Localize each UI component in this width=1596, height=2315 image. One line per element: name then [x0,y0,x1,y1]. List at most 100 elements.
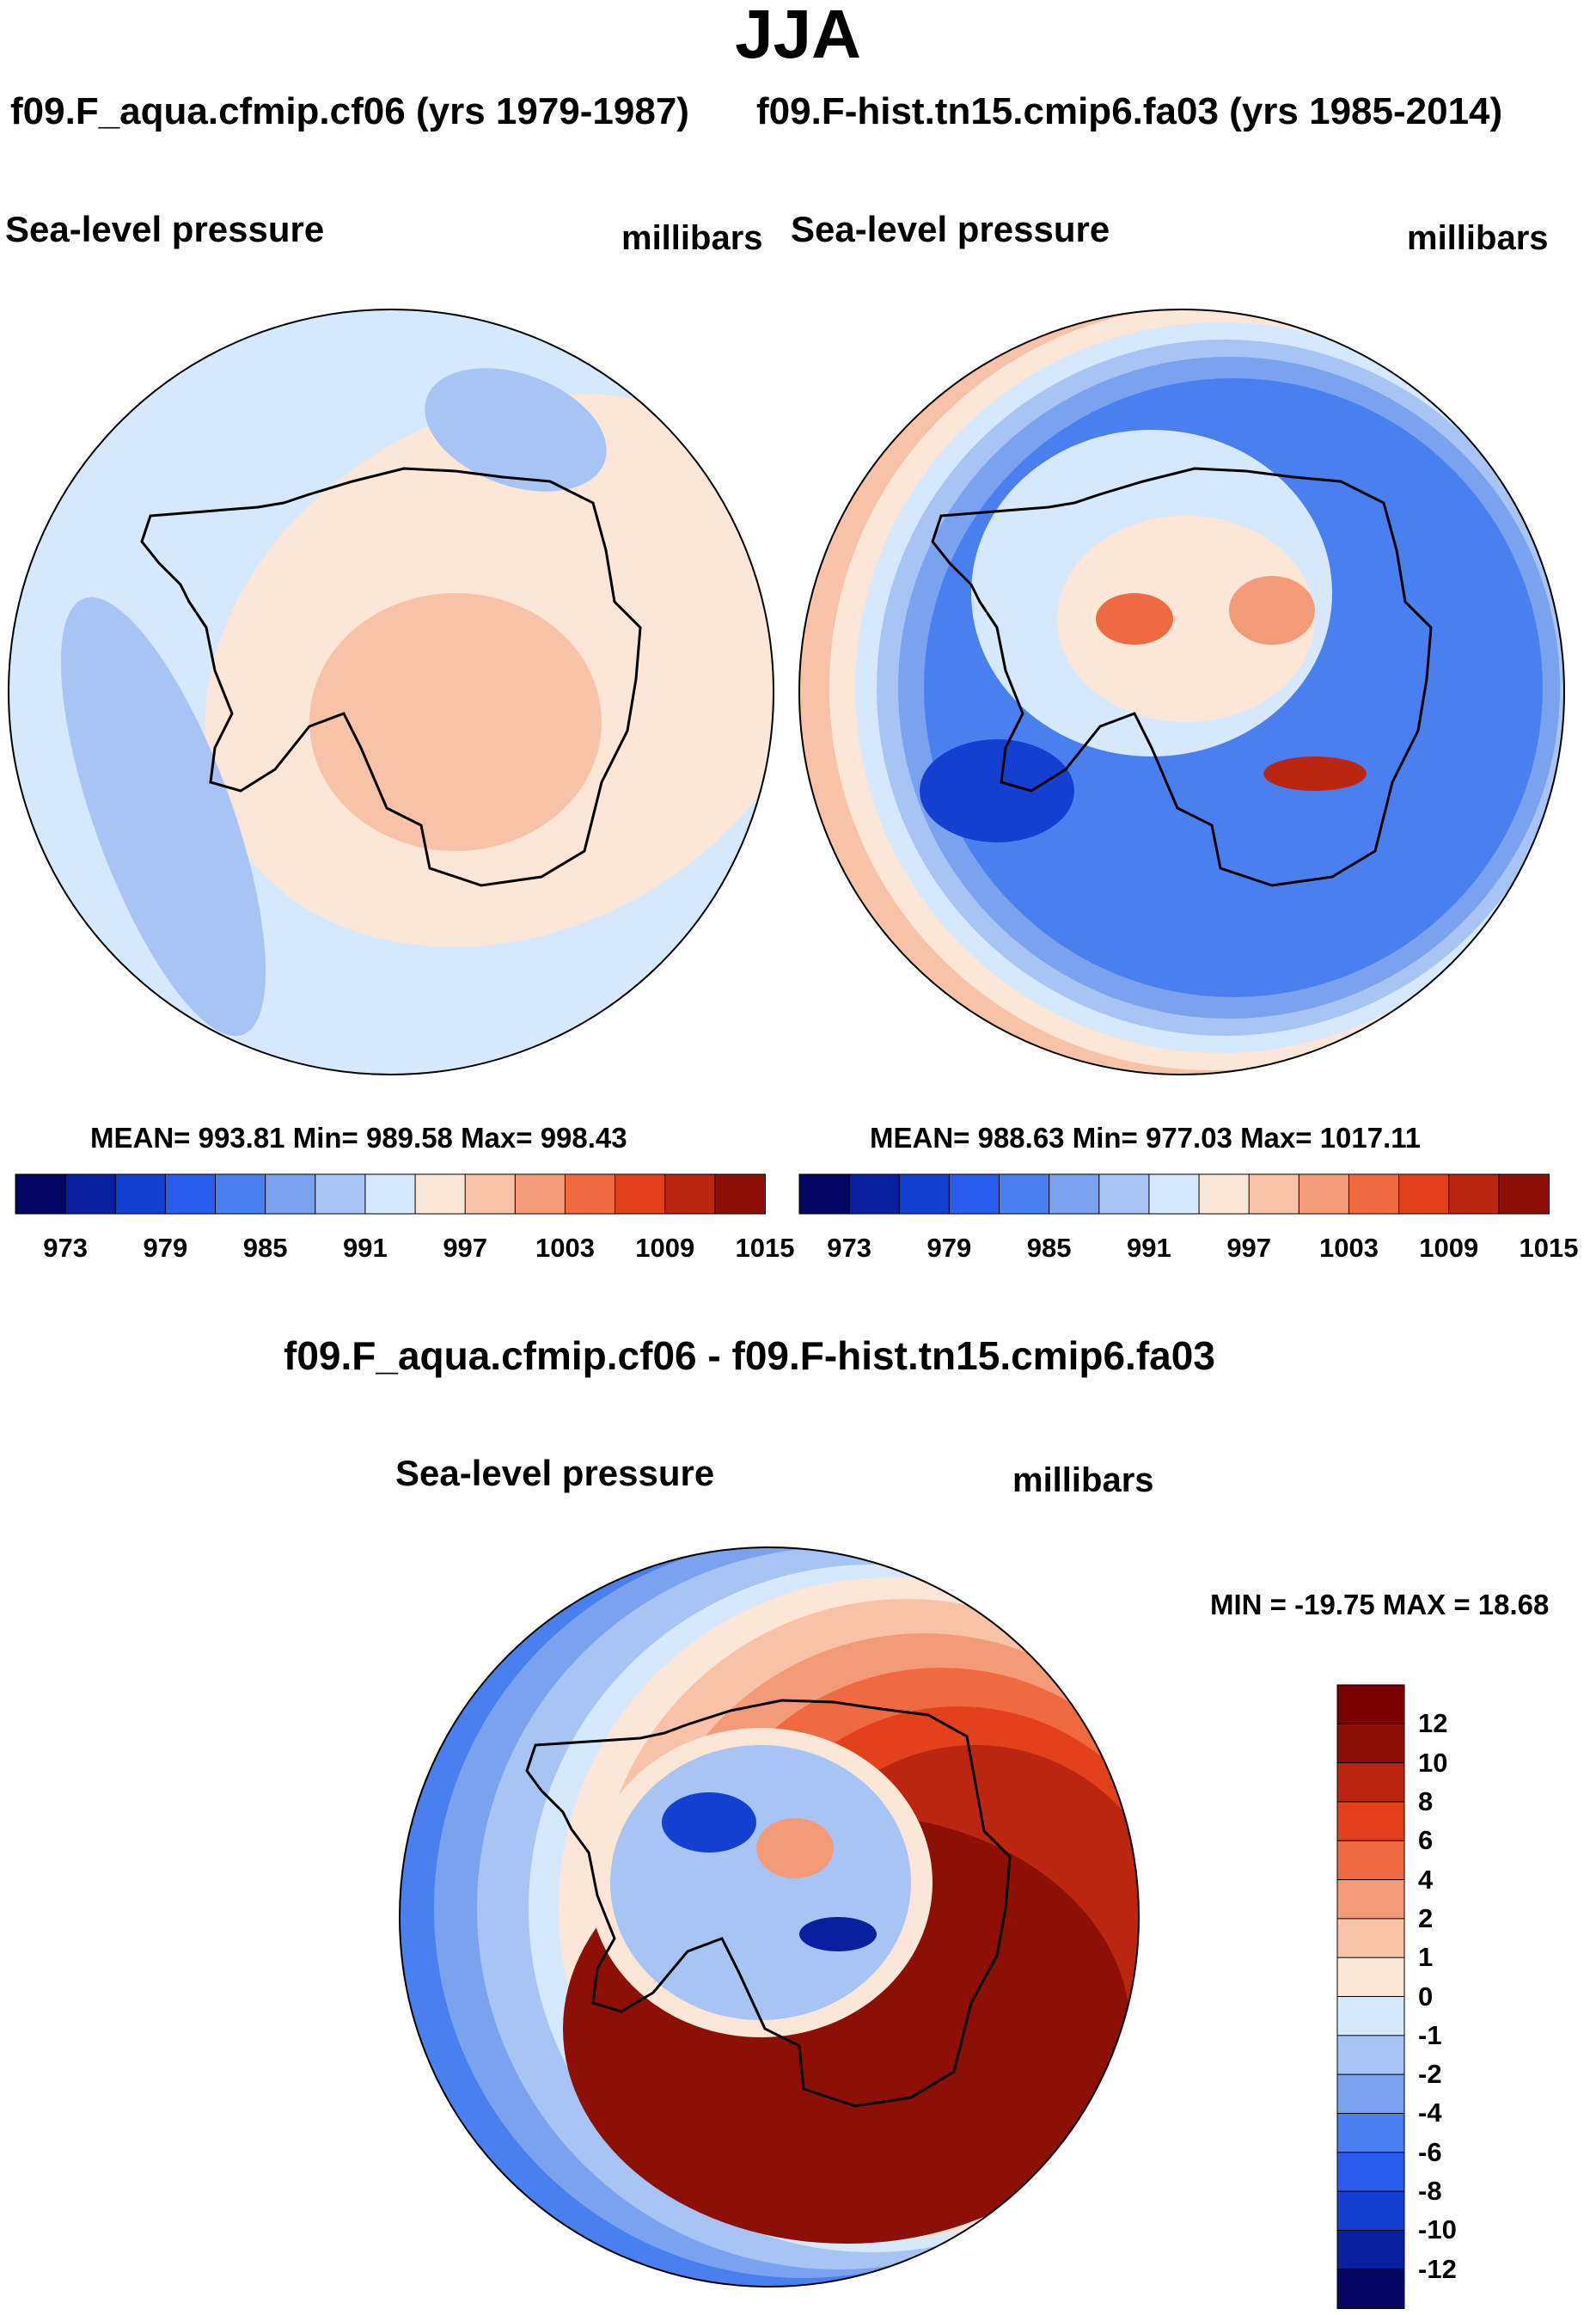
diff-minmax: MIN = -19.75 MAX = 18.68 [1210,1589,1550,1620]
colorbar-swatch [15,1173,67,1215]
colorbar-tick-label: 1015 [735,1233,795,1263]
colorbar-swatch [848,1173,901,1215]
diff-colorbar-swatch [1336,1762,1405,1803]
colorbar-tick-label: 1009 [1419,1233,1479,1263]
diff-colorbar-tick-label: 1 [1418,1942,1434,1973]
colorbar-swatch [999,1173,1050,1215]
diff-colorbar-tick-label: -8 [1418,2176,1442,2207]
diff-colorbar-tick-label: -2 [1418,2059,1442,2090]
diff-colorbar-tick-label: -6 [1418,2136,1442,2167]
colorbar-swatch [1448,1173,1500,1215]
diff-colorbar-swatch [1336,1879,1405,1920]
panel1-colorbar [15,1173,766,1215]
colorbar-swatch [1348,1173,1400,1215]
colorbar-swatch [615,1173,666,1215]
colorbar-swatch [1098,1173,1150,1215]
colorbar-swatch [664,1173,716,1215]
diff-colorbar-swatch [1336,2269,1405,2310]
diff-map-border [399,1546,1140,2287]
panel1-low-2 [60,597,266,1037]
diff-colorbar-tick-label: 0 [1418,1981,1434,2012]
diff-colorbar-tick-label: 2 [1418,1902,1434,1933]
diff-colorbar-swatch [1336,2073,1405,2115]
colorbar-tick-label: 991 [343,1233,388,1263]
colorbar-swatch [514,1173,566,1215]
colorbar-swatch [64,1173,117,1215]
diff-antarctica-coastline [525,1699,1012,2108]
colorbar-tick-label: 997 [1226,1233,1272,1263]
colorbar-tick-label: 1015 [1519,1233,1579,1263]
colorbar-swatch [414,1173,467,1215]
panel2-continent-ring [1057,516,1315,722]
colorbar-tick-label: 973 [827,1233,871,1263]
colorbar-swatch [948,1173,1000,1215]
diff-map [399,1546,1140,2287]
colorbar-swatch [1148,1173,1201,1215]
colorbar-swatch [1049,1173,1100,1215]
diff-continent-base [610,1745,911,2020]
colorbar-tick-label: 979 [926,1233,972,1263]
diff-colorbar-swatch [1336,2190,1405,2232]
colorbar-swatch [315,1173,366,1215]
panel2-map-border [798,309,1565,1075]
panel2-colorbar [798,1173,1550,1215]
panel1-high-center [309,593,602,851]
colorbar-swatch [464,1173,517,1215]
colorbar-tick-label: 1003 [1318,1233,1379,1263]
colorbar-swatch [898,1173,951,1215]
panel1-stats: MEAN= 993.81 Min= 989.58 Max= 998.43 [90,1122,627,1154]
panel2-stats: MEAN= 988.63 Min= 977.03 Max= 1017.11 [870,1122,1422,1154]
diff-colorbar-swatch [1336,1684,1405,1725]
diff-colorbar-swatch [1336,2035,1405,2076]
panel1-units: millibars [621,219,763,257]
diff-low-2 [799,1917,877,1951]
diff-case-title: f09.F_aqua.cfmip.cf06 - f09.F-hist.tn15.… [284,1333,1215,1378]
panel1-low-1 [425,368,607,492]
diff-colorbar-tick-label: -1 [1418,2019,1442,2050]
diff-colorbar-tick-label: -10 [1418,2214,1457,2245]
panel1-variable: Sea-level pressure [5,209,325,249]
diff-colorbar-tick-label: 10 [1418,1747,1448,1778]
diff-colorbar-tick-label: 8 [1418,1785,1434,1816]
panel2-case-title: f09.F-hist.tn15.cmip6.fa03 (yrs 1985-201… [756,90,1503,132]
panel2-low-west [920,739,1074,842]
diff-colorbar-tick-label: -4 [1418,2098,1442,2128]
diff-colorbar-swatch [1336,2152,1405,2193]
panel1-map [8,309,774,1075]
diff-high-inner [756,1818,834,1878]
colorbar-tick-label: 991 [1127,1233,1171,1263]
colorbar-swatch [714,1173,766,1215]
panel1-case-title: f09.F_aqua.cfmip.cf06 (yrs 1979-1987) [10,90,689,132]
colorbar-swatch [1298,1173,1350,1215]
panel2-variable: Sea-level pressure [791,209,1110,249]
colorbar-tick-label: 997 [443,1233,488,1263]
colorbar-swatch [1198,1173,1251,1215]
diff-colorbar [1336,1684,1405,2310]
colorbar-swatch [215,1173,266,1215]
colorbar-swatch [1498,1173,1550,1215]
diff-colorbar-swatch [1336,1801,1405,1842]
diff-colorbar-tick-label: -12 [1418,2253,1457,2284]
diff-colorbar-swatch [1336,1996,1405,2036]
diff-colorbar-swatch [1336,1723,1405,1764]
diff-colorbar-swatch [1336,1840,1405,1881]
diff-colorbar-swatch [1336,1957,1405,1998]
colorbar-tick-label: 1003 [535,1233,595,1263]
colorbar-swatch [114,1173,167,1215]
colorbar-tick-label: 973 [43,1233,88,1263]
colorbar-tick-label: 979 [143,1233,188,1263]
diff-colorbar-tick-label: 12 [1418,1708,1448,1739]
panel2-high-3 [1263,756,1367,791]
diff-colorbar-swatch [1336,2229,1405,2270]
colorbar-tick-label: 985 [242,1233,288,1263]
colorbar-swatch [1248,1173,1300,1215]
panel2-high-1 [1096,593,1173,645]
diff-colorbar-tick-label: 6 [1418,1825,1434,1856]
panel1-antarctica-coastline [140,467,642,887]
colorbar-swatch [1398,1173,1450,1215]
panel2-map [798,309,1565,1075]
panel1-map-border [8,309,774,1075]
colorbar-swatch [364,1173,417,1215]
diff-low-1 [662,1792,756,1853]
diff-variable: Sea-level pressure [395,1453,715,1493]
